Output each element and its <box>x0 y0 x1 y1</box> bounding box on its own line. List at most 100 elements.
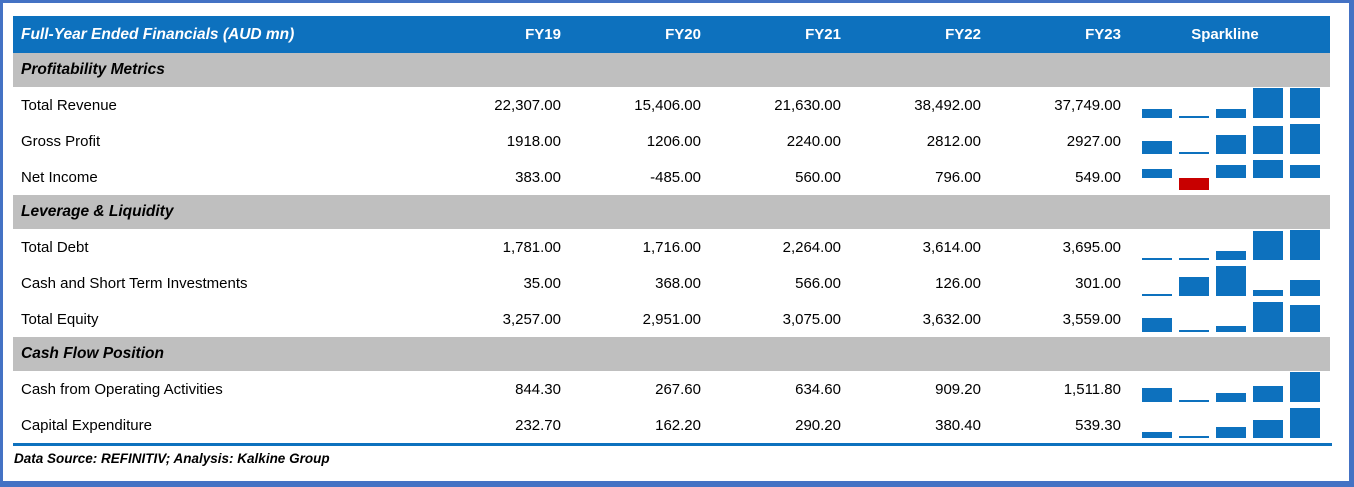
data-source-note: Data Source: REFINITIV; Analysis: Kalkin… <box>14 451 330 466</box>
table-row: Total Equity 3,257.00 2,951.00 3,075.00 3,63… <box>13 301 1330 337</box>
spark-slot-fy23 <box>1290 371 1320 402</box>
spark-slot-fy20 <box>1179 372 1209 402</box>
spark-bar-fy19 <box>1142 257 1172 260</box>
spark-bar-fy19 <box>1142 293 1172 296</box>
row-label: Total Equity <box>21 310 99 328</box>
spark-slot-fy23 <box>1290 229 1320 260</box>
spark-bar-fy21 <box>1216 427 1246 438</box>
value-fy23: 3,695.00 <box>1062 238 1121 256</box>
value-fy22: 380.40 <box>935 416 981 434</box>
spark-slot-fy20 <box>1179 408 1209 438</box>
spark-bar-fy22 <box>1253 290 1283 296</box>
spark-slot-fy21 <box>1216 160 1246 190</box>
spark-slot-fy22 <box>1253 159 1283 190</box>
spark-slot-fy19 <box>1142 372 1172 402</box>
value-fy19: 1918.00 <box>506 132 561 150</box>
value-fy20: -485.00 <box>650 168 701 186</box>
section-header: Cash Flow Position <box>13 337 1330 371</box>
spark-bar-fy19 <box>1142 169 1172 179</box>
value-fy23: 3,559.00 <box>1062 310 1121 328</box>
spark-bar-fy21 <box>1216 109 1246 118</box>
spark-slot-fy20 <box>1179 302 1209 332</box>
value-fy19: 383.00 <box>515 168 561 186</box>
spark-bar-fy23 <box>1290 304 1320 332</box>
table-row: Cash from Operating Activities 844.30 267.… <box>13 371 1330 407</box>
table-row: Total Debt 1,781.00 1,716.00 2,264.00 3,614.… <box>13 229 1330 265</box>
spark-slot-fy22 <box>1253 124 1283 154</box>
value-fy20: 368.00 <box>655 274 701 292</box>
sparkline-cell <box>1134 265 1330 301</box>
value-fy19: 35.00 <box>523 274 561 292</box>
spark-bar-fy21 <box>1216 165 1246 179</box>
spark-bar-fy20 <box>1179 276 1209 296</box>
spark-slot-fy19 <box>1142 408 1172 438</box>
spark-bar-fy21 <box>1216 392 1246 402</box>
spark-slot-fy23 <box>1290 266 1320 296</box>
row-label: Gross Profit <box>21 132 101 150</box>
row-label: Total Revenue <box>21 96 117 114</box>
spark-bar-fy23 <box>1290 371 1320 402</box>
spark-bar-fy21 <box>1216 251 1246 260</box>
spark-bar-fy23 <box>1290 407 1320 438</box>
spark-bar-fy22 <box>1253 230 1283 260</box>
value-fy23: 549.00 <box>1075 168 1121 186</box>
table-row: Total Revenue 22,307.00 15,406.00 21,630.00… <box>13 87 1330 123</box>
value-fy20: 15,406.00 <box>634 96 701 114</box>
col-header-fy21: FY21 <box>805 26 841 43</box>
spark-slot-fy19 <box>1142 88 1172 118</box>
spark-slot-fy21 <box>1216 124 1246 154</box>
col-header-sparkline: Sparkline <box>1191 26 1259 43</box>
value-fy22: 38,492.00 <box>914 96 981 114</box>
spark-bar-fy19 <box>1142 431 1172 438</box>
value-fy20: 162.20 <box>655 416 701 434</box>
spark-slot-fy20 <box>1179 88 1209 118</box>
table-body: Profitability Metrics Total Revenue 22,307… <box>13 53 1330 443</box>
col-header-fy20: FY20 <box>665 26 701 43</box>
value-fy23: 37,749.00 <box>1054 96 1121 114</box>
value-fy21: 3,075.00 <box>782 310 841 328</box>
spark-slot-fy19 <box>1142 302 1172 332</box>
table-header-row: Full-Year Ended Financials (AUD mn) FY19… <box>13 16 1330 53</box>
value-fy20: 2,951.00 <box>642 310 701 328</box>
section-header: Leverage & Liquidity <box>13 195 1330 229</box>
sparkline-cell <box>1134 301 1330 337</box>
value-fy22: 3,632.00 <box>922 310 981 328</box>
value-fy20: 1,716.00 <box>642 238 701 256</box>
sparkline-cell <box>1134 371 1330 407</box>
financial-table: Full-Year Ended Financials (AUD mn) FY19… <box>13 16 1330 443</box>
value-fy23: 2927.00 <box>1066 132 1121 150</box>
table-row: Gross Profit 1918.00 1206.00 2240.00 2812.00… <box>13 123 1330 159</box>
value-fy22: 909.20 <box>935 380 981 398</box>
row-label: Cash and Short Term Investments <box>21 274 248 292</box>
spark-bar-fy22 <box>1253 159 1283 179</box>
col-header-fy22: FY22 <box>945 26 981 43</box>
spark-bar-fy21 <box>1216 265 1246 296</box>
spark-bar-fy22 <box>1253 87 1283 118</box>
value-fy19: 1,781.00 <box>502 238 561 256</box>
spark-slot-fy22 <box>1253 301 1283 332</box>
spark-bar-fy20 <box>1179 329 1209 332</box>
spark-bar-fy23 <box>1290 280 1320 296</box>
spark-bar-fy20 <box>1179 151 1209 154</box>
section-header: Profitability Metrics <box>13 53 1330 87</box>
value-fy23: 539.30 <box>1075 416 1121 434</box>
spark-bar-fy19 <box>1142 141 1172 154</box>
sparkline-cell <box>1134 87 1330 123</box>
row-label: Capital Expenditure <box>21 416 152 434</box>
spark-slot-fy21 <box>1216 302 1246 332</box>
table-row: Net Income 383.00 -485.00 560.00 796.00 549.0… <box>13 159 1330 195</box>
value-fy23: 1,511.80 <box>1063 380 1121 398</box>
table-title: Full-Year Ended Financials (AUD mn) <box>21 25 295 43</box>
value-fy22: 2812.00 <box>926 132 981 150</box>
spark-slot-fy20 <box>1179 124 1209 154</box>
value-fy21: 566.00 <box>795 274 841 292</box>
spark-slot-fy19 <box>1142 160 1172 190</box>
value-fy21: 634.60 <box>795 380 841 398</box>
value-fy19: 844.30 <box>515 380 561 398</box>
sparkline <box>1142 301 1320 332</box>
spark-slot-fy19 <box>1142 124 1172 154</box>
spark-bar-fy23 <box>1290 165 1320 179</box>
sparkline <box>1142 371 1320 402</box>
spark-slot-fy23 <box>1290 88 1320 118</box>
sparkline-cell <box>1134 123 1330 159</box>
